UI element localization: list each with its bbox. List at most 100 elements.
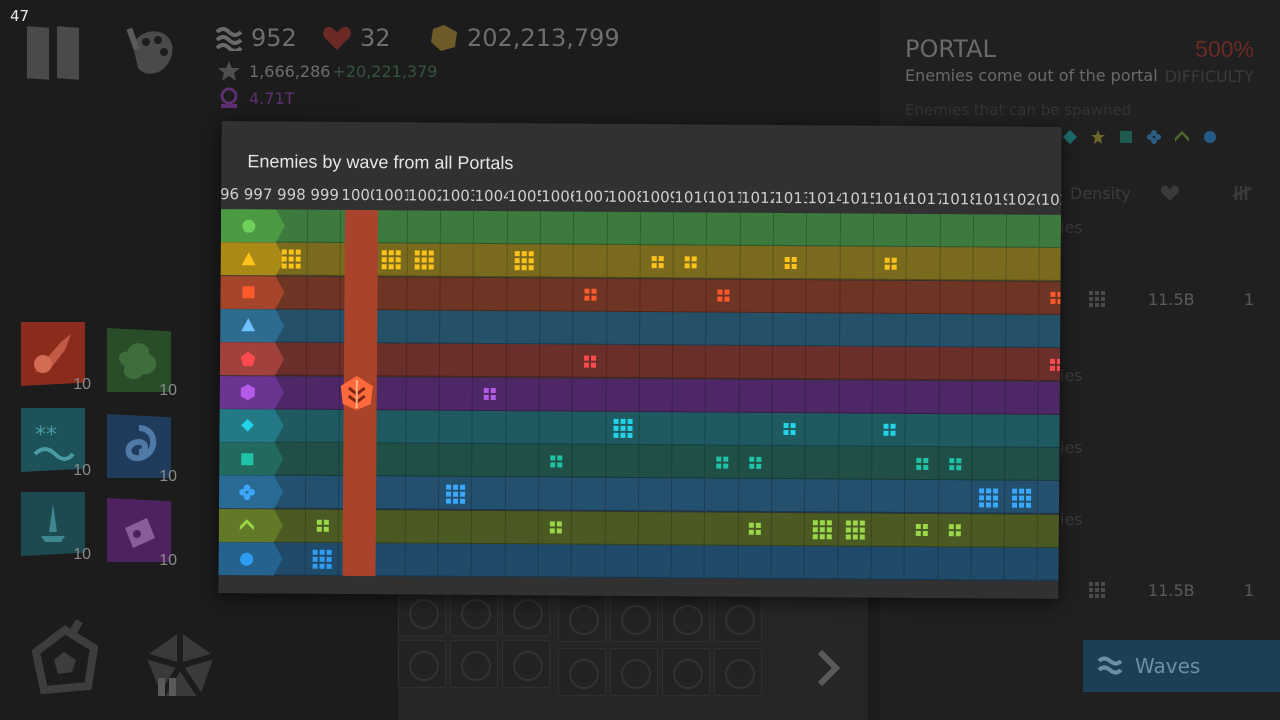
wave-cell[interactable] [605, 478, 640, 512]
wave-cell[interactable] [440, 210, 475, 244]
enemy-type-label[interactable] [219, 442, 283, 475]
wave-cell[interactable] [706, 345, 740, 379]
wave-cell[interactable] [672, 478, 706, 512]
enemy-spawn-marker[interactable] [583, 355, 596, 368]
enemy-spawn-marker[interactable] [684, 256, 697, 269]
wave-cell[interactable] [306, 442, 340, 476]
wave-cell[interactable] [971, 547, 1005, 581]
wave-cell[interactable] [805, 412, 840, 447]
wave-column-header[interactable]: 1017 [907, 189, 941, 209]
wave-cell[interactable] [939, 280, 974, 314]
map-tile[interactable] [558, 648, 606, 696]
wave-cell[interactable] [439, 443, 473, 477]
wave-cell[interactable] [474, 210, 508, 245]
map-tile[interactable] [610, 648, 658, 696]
enemy-spawn-marker[interactable] [483, 388, 496, 401]
wave-cell[interactable] [938, 413, 973, 448]
wave-cell[interactable] [1039, 314, 1062, 348]
enemy-spawn-marker[interactable] [1050, 358, 1062, 371]
wave-cell[interactable] [773, 212, 808, 247]
wave-column-header[interactable]: 1016 [874, 189, 908, 208]
wave-cell[interactable] [639, 411, 673, 446]
wave-cell[interactable] [839, 346, 874, 380]
wave-column-header[interactable]: 1013 [774, 188, 808, 208]
wave-cell[interactable] [673, 212, 708, 246]
wave-cell[interactable] [738, 545, 772, 579]
wave-cell[interactable] [705, 478, 739, 513]
enemy-spawn-marker[interactable] [916, 457, 929, 470]
wave-cell[interactable] [771, 512, 806, 546]
ability-chain-lightning[interactable]: 10 [21, 488, 91, 563]
wave-cell[interactable] [606, 344, 640, 379]
wave-cell[interactable] [872, 380, 907, 414]
enemy-spawn-marker[interactable] [949, 457, 962, 470]
enemy-spawn-marker[interactable] [1012, 488, 1032, 508]
wave-cell[interactable] [906, 247, 941, 281]
wave-column-header[interactable]: 1000 [341, 185, 375, 205]
wave-cell[interactable] [971, 514, 1006, 548]
wave-cell[interactable] [572, 477, 606, 512]
wave-column-header[interactable]: 1003 [441, 186, 475, 205]
wave-cell[interactable] [538, 477, 573, 511]
wave-cell[interactable] [472, 510, 506, 544]
wave-cell[interactable] [705, 512, 739, 546]
wave-column-header[interactable]: 998 [277, 185, 306, 204]
wave-cell[interactable] [840, 279, 874, 314]
wave-cell[interactable] [972, 380, 1007, 415]
waves-button[interactable]: Waves [1083, 640, 1280, 692]
wave-column-header[interactable]: 1020 [1007, 190, 1041, 209]
wave-cell[interactable] [406, 343, 441, 377]
enemy-spawn-marker[interactable] [915, 524, 928, 537]
wave-cell[interactable] [673, 345, 707, 379]
wave-column-header[interactable]: 997 [243, 185, 273, 204]
wave-column-header[interactable]: 1007 [574, 187, 608, 206]
wave-cell[interactable] [1038, 481, 1062, 515]
wave-cell[interactable] [607, 211, 641, 246]
wave-cell[interactable] [306, 409, 340, 443]
wave-column-header[interactable]: 1002 [407, 186, 442, 205]
enemy-spawn-marker[interactable] [312, 549, 332, 569]
wave-cell[interactable] [871, 513, 906, 547]
map-tile[interactable] [398, 640, 446, 688]
map-tile[interactable] [714, 648, 762, 696]
wave-cell[interactable] [873, 280, 907, 314]
wave-column-header[interactable]: 1008 [607, 187, 642, 207]
wave-cell[interactable] [573, 244, 608, 279]
wave-cell[interactable] [806, 246, 841, 280]
wave-cell[interactable] [505, 444, 540, 478]
wave-cell[interactable] [672, 412, 707, 446]
wave-cell[interactable] [806, 346, 840, 380]
wave-cell[interactable] [405, 443, 440, 477]
wave-cell[interactable] [439, 410, 474, 444]
wave-cell[interactable] [539, 377, 574, 412]
wave-cell[interactable] [406, 376, 440, 411]
wave-cell[interactable] [506, 410, 540, 445]
enemy-spawn-marker[interactable] [884, 257, 897, 270]
wave-column-header[interactable]: 1001 [374, 186, 409, 205]
wave-cell[interactable] [1004, 514, 1039, 548]
wave-cell[interactable] [739, 312, 774, 346]
research-icon[interactable] [32, 620, 98, 696]
enemy-type-label[interactable] [219, 409, 283, 442]
enemy-spawn-marker[interactable] [784, 256, 797, 270]
wave-cell[interactable] [373, 310, 408, 344]
wave-cell[interactable] [707, 245, 741, 279]
wave-cell[interactable] [806, 313, 841, 347]
wave-cell[interactable] [606, 311, 641, 345]
wave-cell[interactable] [505, 477, 540, 511]
wave-cell[interactable] [939, 380, 973, 414]
wave-cell[interactable] [639, 378, 674, 412]
map-tile[interactable] [502, 640, 550, 688]
wave-cell[interactable] [574, 211, 608, 245]
wave-cell[interactable] [906, 313, 940, 347]
wave-cell[interactable] [773, 279, 807, 313]
wave-cell[interactable] [539, 344, 574, 378]
wave-cell[interactable] [905, 413, 940, 447]
wave-cell[interactable] [507, 277, 541, 311]
wave-column-header[interactable]: 1021 [1040, 190, 1062, 210]
enemy-type-label[interactable] [221, 209, 285, 242]
wave-cell[interactable] [540, 311, 574, 345]
wave-cell[interactable] [972, 447, 1006, 481]
enemy-spawn-marker[interactable] [716, 456, 729, 469]
enemy-type-label[interactable] [220, 342, 284, 375]
